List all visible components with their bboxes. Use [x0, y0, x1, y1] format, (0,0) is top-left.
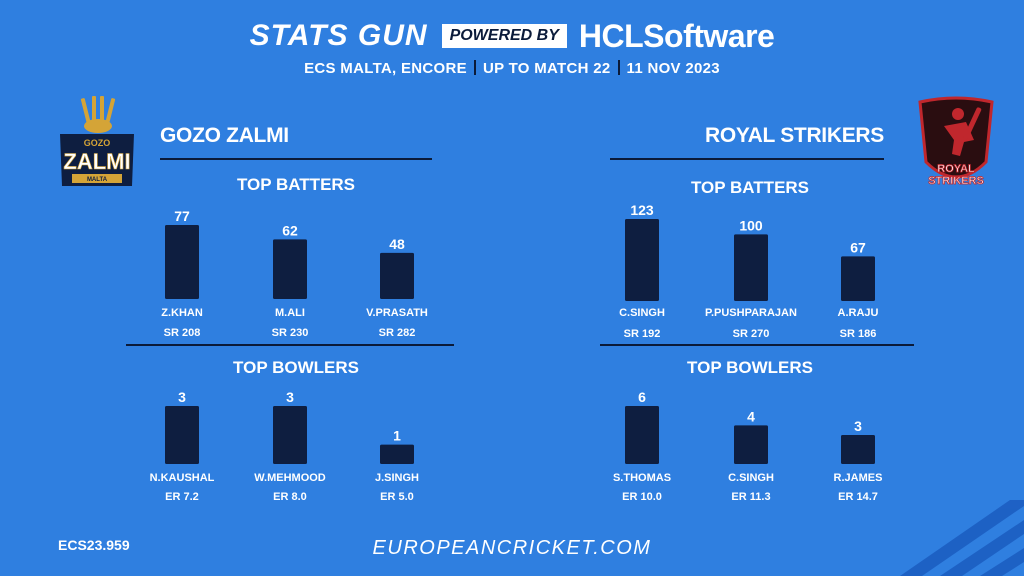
- bar-c-singh: [625, 219, 659, 301]
- sponsor-name: HCLSoftware: [578, 17, 775, 54]
- player-stat-label: SR 282: [379, 327, 416, 339]
- player-name-label: V.PRASATH: [366, 307, 428, 319]
- bar-p-pushparajan: [734, 234, 768, 301]
- header: STATS GUN POWERED BY HCLSoftware ECS MAL…: [0, 0, 1024, 90]
- logo-text-strikers: STRIKERS: [928, 175, 984, 187]
- player-stat-label: SR 208: [164, 327, 201, 339]
- bar-value-label: 3: [178, 389, 186, 405]
- bar-value-label: 62: [282, 222, 298, 238]
- right-team-rule: [610, 158, 884, 160]
- bar-w-mehmood: [273, 406, 307, 464]
- player-name-label: W.MEHMOOD: [254, 472, 326, 484]
- bar-j-singh: [380, 444, 414, 464]
- footer-code: ECS23.959: [58, 537, 130, 553]
- player-stat-label: ER 11.3: [731, 491, 770, 503]
- right-top-bowlers-chart: 6 S.THOMAS ER 10.0 4 C.SINGH ER 11.3 3 R.JAMES E…: [613, 389, 883, 503]
- bar-v-prasath: [380, 252, 414, 299]
- player-stat-label: SR 270: [733, 328, 770, 340]
- bar-value-label: 1: [393, 428, 401, 444]
- player-name-label: C.SINGH: [728, 472, 774, 484]
- left-section-rule: [126, 344, 454, 346]
- bar-s-thomas: [625, 406, 659, 464]
- player-stat-label: ER 10.0: [622, 491, 662, 503]
- bar-z-khan: [165, 225, 199, 299]
- logo-text-malta: MALTA: [87, 177, 108, 183]
- subtitle-date: 11 NOV 2023: [626, 60, 720, 77]
- logo-text-zalmi: ZALMI: [63, 149, 130, 174]
- player-name-label: J.SINGH: [375, 472, 419, 484]
- right-batters-title: TOP BATTERS: [690, 178, 810, 197]
- powered-by-badge: POWERED BY: [441, 24, 567, 48]
- bar-value-label: 6: [638, 389, 646, 405]
- left-batters-title: TOP BATTERS: [236, 175, 356, 194]
- subtitle: ECS MALTA, ENCORE UP TO MATCH 22 11 NOV 20…: [0, 60, 1024, 77]
- left-top-batters-chart: 77 Z.KHAN SR 208 62 M.ALI SR 230 48 V.PRASATH SR…: [161, 208, 428, 339]
- player-stat-label: SR 230: [272, 327, 309, 339]
- subtitle-range: UP TO MATCH 22: [482, 60, 611, 77]
- player-name-label: A.RAJU: [838, 307, 879, 319]
- subtitle-league: ECS MALTA, ENCORE: [304, 60, 467, 77]
- bar-value-label: 3: [286, 389, 294, 405]
- player-stat-label: ER 8.0: [273, 491, 307, 503]
- brand-row: STATS GUN POWERED BY HCLSoftware: [0, 16, 1024, 56]
- player-name-label: Z.KHAN: [161, 307, 203, 319]
- left-bowlers-title: TOP BOWLERS: [233, 358, 359, 377]
- bar-value-label: 4: [747, 408, 755, 424]
- right-bowlers-title: TOP BOWLERS: [687, 358, 813, 377]
- royal-strikers-logo: ROYAL STRIKERS: [918, 96, 994, 187]
- gozo-zalmi-logo: GOZO ZALMI MALTA: [60, 96, 134, 186]
- bar-n-kaushal: [165, 406, 199, 464]
- left-team-name: GOZO ZALMI: [160, 124, 289, 147]
- brand-title: STATS GUN: [249, 19, 428, 52]
- logo-text-royal: ROYAL: [937, 163, 975, 175]
- footer-url: EUROPEANCRICKET.COM: [372, 537, 652, 559]
- bar-r-james: [841, 435, 875, 464]
- player-stat-label: ER 7.2: [165, 491, 199, 503]
- bar-value-label: 48: [389, 236, 405, 252]
- right-section-rule: [600, 344, 914, 346]
- subtitle-separator: [617, 60, 620, 75]
- bar-m-ali: [273, 239, 307, 299]
- player-name-label: M.ALI: [275, 307, 305, 319]
- bar-a-raju: [841, 256, 875, 301]
- player-name-label: C.SINGH: [619, 307, 665, 319]
- bar-value-label: 100: [739, 217, 763, 233]
- player-stat-label: ER 5.0: [380, 491, 414, 503]
- player-stat-label: SR 192: [624, 328, 661, 340]
- decorative-stripes: [900, 500, 1024, 576]
- left-top-bowlers-chart: 3 N.KAUSHAL ER 7.2 3 W.MEHMOOD ER 8.0 1 J.SINGH…: [150, 389, 419, 503]
- right-team-name: ROYAL STRIKERS: [704, 124, 884, 147]
- player-stat-label: ER 14.7: [838, 491, 878, 503]
- player-name-label: R.JAMES: [834, 472, 883, 484]
- player-name-label: P.PUSHPARAJAN: [705, 307, 797, 319]
- subtitle-separator: [473, 60, 476, 75]
- left-team-rule: [160, 158, 432, 160]
- bar-value-label: 67: [850, 239, 866, 255]
- right-top-batters-chart: 123 C.SINGH SR 192 100 P.PUSHPARAJAN SR 270 67…: [619, 202, 879, 340]
- bar-c-singh: [734, 425, 768, 464]
- bar-value-label: 123: [630, 202, 654, 218]
- player-stat-label: SR 186: [840, 328, 877, 340]
- player-name-label: S.THOMAS: [613, 472, 671, 484]
- bar-value-label: 3: [854, 418, 862, 434]
- bar-value-label: 77: [174, 208, 190, 224]
- player-name-label: N.KAUSHAL: [150, 472, 215, 484]
- logo-text-gozo: GOZO: [84, 138, 111, 148]
